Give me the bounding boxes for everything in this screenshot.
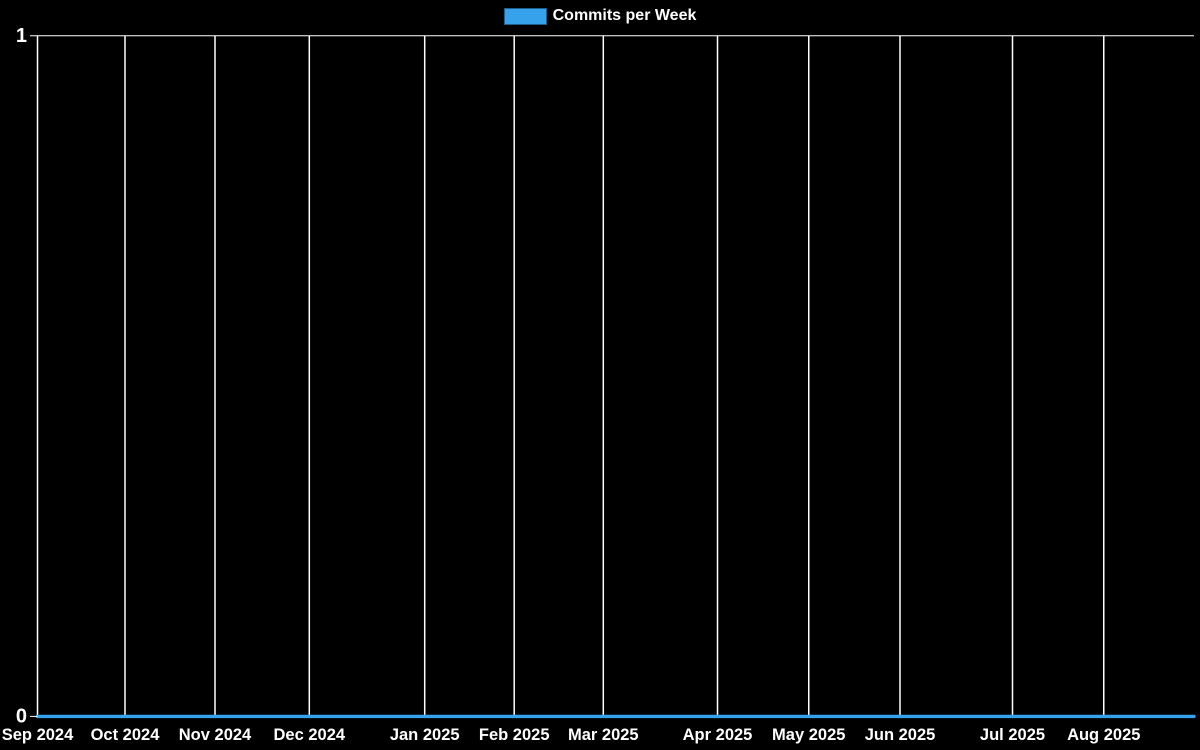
- svg-text:Feb 2025: Feb 2025: [479, 726, 550, 744]
- svg-text:Oct 2024: Oct 2024: [91, 726, 161, 744]
- svg-text:Nov 2024: Nov 2024: [179, 726, 252, 744]
- svg-text:Jun 2025: Jun 2025: [865, 726, 936, 744]
- svg-text:Aug 2025: Aug 2025: [1067, 726, 1140, 744]
- svg-text:Dec 2024: Dec 2024: [274, 726, 346, 744]
- svg-text:0: 0: [16, 706, 27, 728]
- svg-text:Apr 2025: Apr 2025: [683, 726, 753, 744]
- svg-text:1: 1: [16, 25, 27, 47]
- svg-text:Jul 2025: Jul 2025: [980, 726, 1045, 744]
- svg-text:Sep 2024: Sep 2024: [2, 726, 74, 744]
- svg-text:Mar 2025: Mar 2025: [568, 726, 639, 744]
- svg-text:May 2025: May 2025: [772, 726, 845, 744]
- svg-text:Jan 2025: Jan 2025: [390, 726, 460, 744]
